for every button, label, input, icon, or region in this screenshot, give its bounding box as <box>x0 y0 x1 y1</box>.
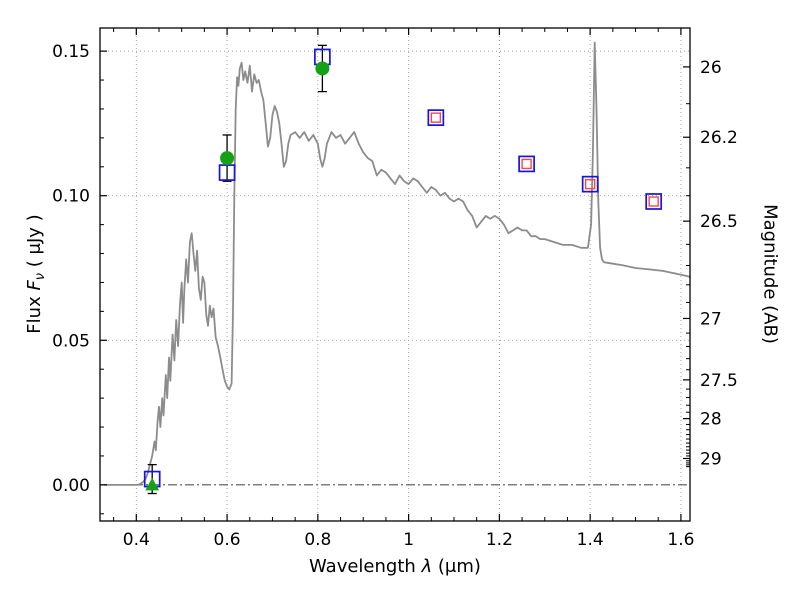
magnitude-tick-label: 26.2 <box>700 128 738 148</box>
observed-flux-point <box>220 151 235 166</box>
x-tick-label: 0.6 <box>214 530 241 550</box>
magnitude-tick-label: 27.5 <box>700 371 738 391</box>
left-y-axis-label: Flux Fν ( μJy ) <box>24 214 48 333</box>
y-tick-label: 0.10 <box>52 187 90 207</box>
y-tick-label: 0.05 <box>52 331 90 351</box>
observed-flux-point <box>315 61 330 76</box>
plot-frame <box>99 27 691 522</box>
x-tick-label: 0.8 <box>304 530 331 550</box>
magnitude-tick-label: 26 <box>700 58 722 78</box>
observed-photometry-inner-square <box>648 196 659 207</box>
flux-label-unit: ( μJy ) <box>24 214 45 273</box>
x-axis-label-unit: (μm) <box>432 556 481 577</box>
model-photometry-square <box>581 175 599 193</box>
magnitude-label-text: Magnitude (AB) <box>759 204 781 344</box>
x-tick-label: 1.4 <box>577 530 604 550</box>
magnitude-tick-label: 26.5 <box>700 212 738 232</box>
upper-limit-triangle <box>145 477 160 491</box>
lambda-symbol: λ <box>421 556 433 577</box>
model-photometry-square <box>518 155 535 173</box>
y-tick-label: 0.15 <box>52 42 90 62</box>
model-photometry-square <box>645 193 663 210</box>
flux-symbol: F <box>24 280 45 291</box>
magnitude-tick-label: 28 <box>700 410 722 430</box>
x-axis-label-text: Wavelength <box>309 556 422 577</box>
x-tick-label: 1.6 <box>667 530 694 550</box>
nu-subscript: ν <box>33 272 48 281</box>
observed-photometry-inner-square <box>430 112 442 123</box>
x-axis-label: Wavelength λ (μm) <box>95 556 695 577</box>
model-photometry-square <box>427 109 445 126</box>
x-tick-label: 0.4 <box>123 530 150 550</box>
x-tick-label: 1 <box>403 530 414 550</box>
x-tick-label: 1.2 <box>486 530 513 550</box>
right-y-axis-label: Magnitude (AB) <box>760 204 781 344</box>
model-spectrum-line <box>103 41 691 486</box>
y-tick-label: 0.00 <box>52 476 90 496</box>
magnitude-tick-label: 29 <box>700 449 722 469</box>
magnitude-tick-label: 27 <box>700 309 722 329</box>
flux-label-text: Flux <box>24 290 45 334</box>
observed-photometry-inner-square <box>521 158 532 170</box>
observed-photometry-inner-square <box>584 178 596 190</box>
